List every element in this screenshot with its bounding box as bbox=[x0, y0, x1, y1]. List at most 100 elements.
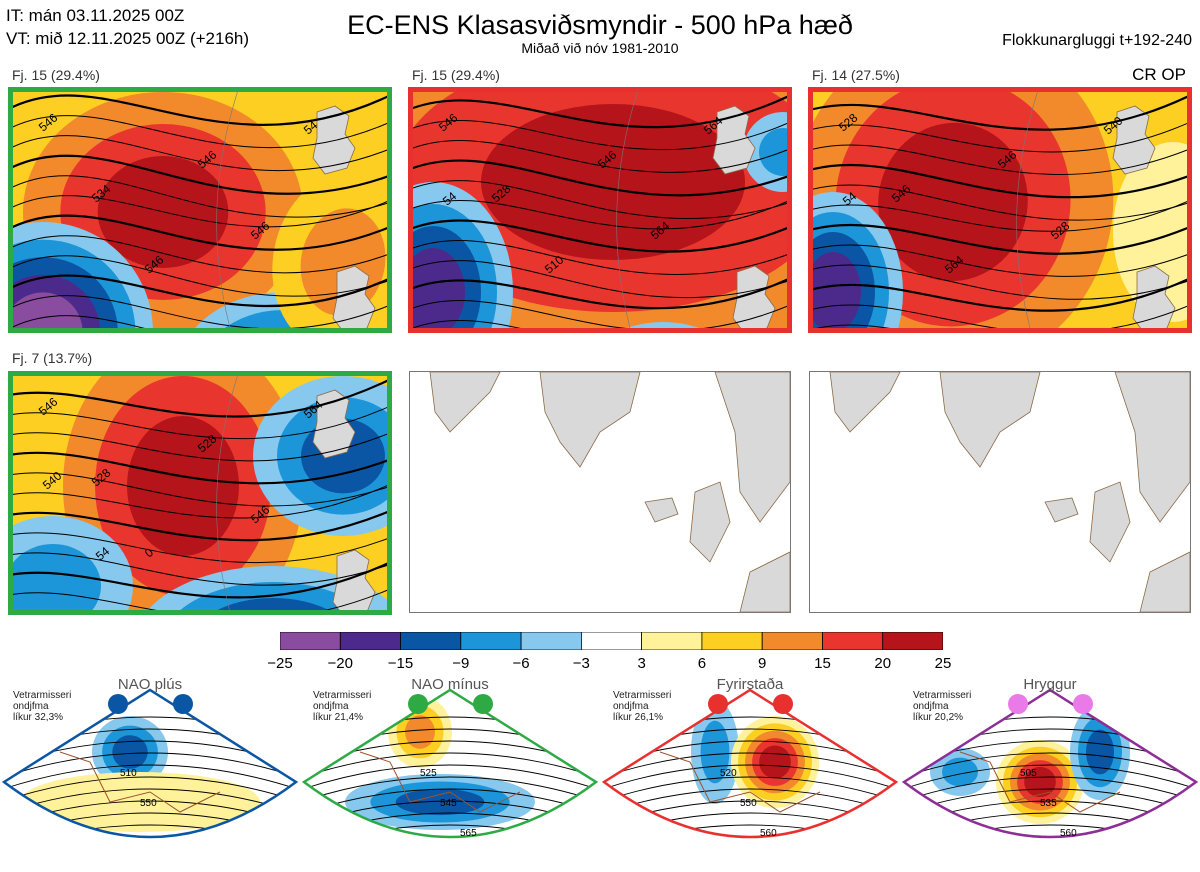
greenland-landmass bbox=[539, 372, 641, 468]
empty-map-panel-5 bbox=[409, 371, 791, 613]
landmass bbox=[1112, 105, 1156, 175]
regime-contour-label: 545 bbox=[440, 798, 457, 809]
regime-probability-note: Vetrarmisseri ondjfma líkur 26,1% bbox=[613, 690, 671, 723]
colorbar-ticks: −25 −20 −15 −9 −6 −3 3 6 9 15 20 25 bbox=[267, 655, 951, 675]
colorbar-tick-label: 3 bbox=[637, 655, 646, 672]
height-contour bbox=[13, 295, 387, 328]
regime-note-line: Vetrarmisseri bbox=[13, 690, 72, 701]
landmass bbox=[312, 105, 356, 175]
regime-note-line: líkur 21,4% bbox=[313, 712, 364, 723]
colorbar-tick-label: −6 bbox=[512, 655, 530, 672]
empty-map-panel-6 bbox=[809, 371, 1191, 613]
regime-contour bbox=[904, 764, 1196, 791]
scandinavia-landmass bbox=[714, 372, 790, 523]
regime-contour-label: 565 bbox=[460, 828, 477, 839]
colorbar-swatch bbox=[460, 631, 522, 651]
height-contour bbox=[813, 223, 1187, 255]
regime-contour bbox=[904, 836, 1196, 837]
height-contour bbox=[13, 379, 387, 418]
regime-coastline bbox=[359, 751, 521, 813]
regime-contour bbox=[904, 776, 1196, 803]
regime-contour bbox=[0, 849, 300, 872]
height-contour bbox=[13, 94, 387, 126]
colorbar-swatch bbox=[641, 631, 703, 651]
panel-3-label: Fj. 14 (27.5%) bbox=[812, 67, 900, 83]
regime-note-line: ondjfma bbox=[13, 701, 49, 712]
height-contour bbox=[413, 180, 787, 220]
cluster-panel-1[interactable]: 546 534 546 546 546 54 bbox=[8, 87, 392, 333]
colorbar-tick-label: 20 bbox=[874, 655, 892, 672]
colorbar-swatch bbox=[882, 631, 944, 651]
colorbar-tick-label: 9 bbox=[758, 655, 767, 672]
regime-blocking: 520 550 560 Fyrirstaða Vetrarmisseri ondjfma l… bbox=[600, 672, 900, 872]
colorbar-swatch bbox=[580, 631, 643, 651]
regime-contour bbox=[304, 776, 596, 803]
height-contour bbox=[413, 240, 787, 275]
height-contour bbox=[13, 235, 387, 274]
regime-note-line: líkur 32,3% bbox=[13, 712, 64, 723]
regime-note-line: ondjfma bbox=[613, 701, 649, 712]
regime-contour bbox=[4, 824, 296, 837]
regime-indicator-dot bbox=[108, 694, 128, 714]
regime-contour bbox=[604, 788, 896, 815]
regime-title: NAO plús bbox=[117, 676, 183, 693]
height-contour bbox=[413, 299, 787, 328]
colorbar-tick-label: −9 bbox=[452, 655, 470, 672]
colorbar-swatch bbox=[339, 631, 401, 651]
landmass bbox=[332, 265, 376, 328]
panel-1-label: Fj. 15 (29.4%) bbox=[12, 67, 100, 83]
landmass bbox=[732, 265, 776, 328]
height-contour bbox=[413, 219, 787, 253]
issue-time: IT: mán 03.11.2025 00Z bbox=[6, 6, 185, 25]
height-contour bbox=[13, 154, 387, 195]
regime-nao-minus: 525 545 565 NAO mínus Vetrarmisseri ondjfma lí… bbox=[300, 672, 600, 872]
colorbar-swatch bbox=[520, 631, 582, 651]
iceland-landmass bbox=[1044, 497, 1079, 523]
british-isles-landmass bbox=[1089, 481, 1131, 563]
landmass bbox=[1132, 265, 1176, 328]
regime-indicator-dot bbox=[473, 694, 493, 714]
regime-probability-note: Vetrarmisseri ondjfma líkur 20,2% bbox=[913, 690, 971, 723]
colorbar-swatch bbox=[822, 631, 884, 651]
colorbar-tick-label: −15 bbox=[387, 655, 414, 672]
regime-indicator-dot bbox=[1073, 694, 1093, 714]
cluster-panel-4[interactable]: 546 528 0 528 546 564 540 54 bbox=[8, 371, 392, 615]
height-contour bbox=[13, 214, 387, 251]
europe-landmass bbox=[739, 551, 790, 612]
regime-note-line: ondjfma bbox=[913, 701, 949, 712]
europe-landmass bbox=[1139, 551, 1190, 612]
cluster-panel-2[interactable]: 546 528 510 546 564 564 54 bbox=[408, 87, 792, 333]
regime-contour bbox=[904, 788, 1196, 815]
regime-contour-label: 525 bbox=[420, 768, 437, 779]
colorbar-swatch bbox=[279, 631, 341, 651]
regime-title: Fyrirstaða bbox=[716, 676, 784, 693]
colorbar-swatch bbox=[761, 631, 823, 651]
colorbar-tick-label: −3 bbox=[572, 655, 590, 672]
cluster-panel-3[interactable]: 528 546 564 546 528 540 54 bbox=[808, 87, 1192, 333]
regime-probability-note: Vetrarmisseri ondjfma líkur 32,3% bbox=[13, 690, 71, 723]
regime-contour bbox=[900, 849, 1200, 872]
landmass bbox=[712, 105, 756, 175]
british-isles-landmass bbox=[689, 481, 731, 563]
scandinavia-landmass bbox=[1114, 372, 1190, 523]
height-contour bbox=[413, 159, 787, 197]
valid-time: VT: mið 12.11.2025 00Z (+216h) bbox=[6, 29, 250, 48]
regime-contour bbox=[304, 752, 596, 779]
height-contour bbox=[13, 451, 387, 485]
regime-contour-label: 550 bbox=[140, 798, 157, 809]
landmass bbox=[332, 549, 376, 610]
regime-contour-label: 510 bbox=[120, 768, 137, 779]
regime-contour bbox=[4, 836, 296, 837]
colorbar-swatch bbox=[400, 631, 462, 651]
height-contour bbox=[813, 244, 1187, 277]
regime-title: NAO mínus bbox=[411, 676, 489, 693]
height-contour bbox=[815, 324, 891, 328]
regime-contour bbox=[604, 752, 896, 779]
regime-probability-note: Vetrarmisseri ondjfma líkur 21,4% bbox=[313, 690, 371, 723]
height-contour bbox=[13, 315, 145, 328]
regime-contour bbox=[304, 824, 596, 837]
height-contour bbox=[813, 144, 1187, 175]
regime-indicator-dot bbox=[773, 694, 793, 714]
height-contour bbox=[813, 122, 1187, 153]
height-contour bbox=[13, 115, 387, 149]
